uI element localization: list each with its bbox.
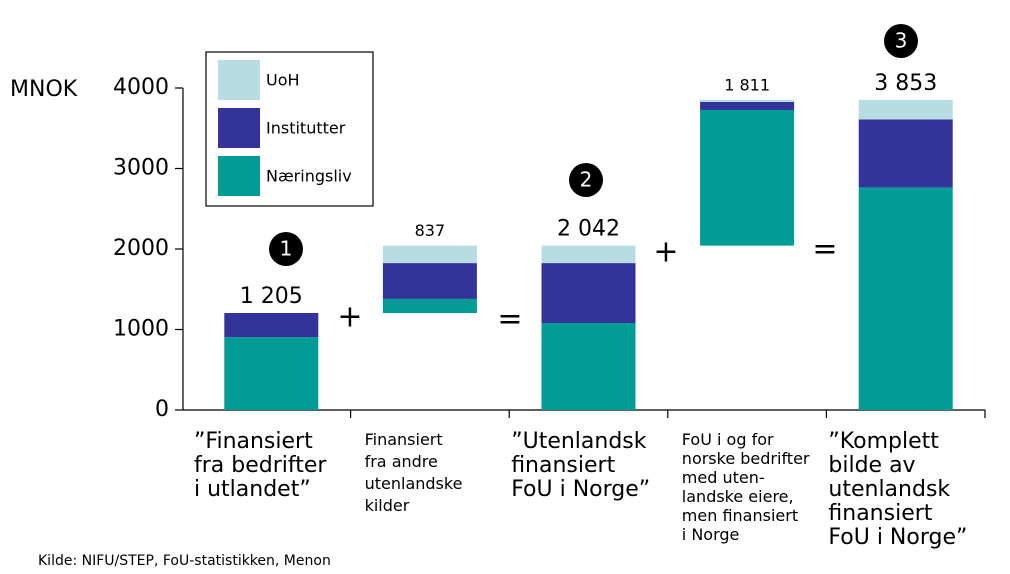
y-tick-label: 0 [155, 397, 169, 422]
operator: = [812, 232, 837, 267]
bar-segment [382, 245, 477, 264]
operator: + [653, 235, 678, 270]
x-tick-label-line: Finansiert [365, 430, 443, 449]
value-label: 3 853 [874, 71, 937, 96]
x-tick-label-line: men finansiert [682, 506, 798, 525]
bar-segment [858, 187, 953, 410]
bar-segment [224, 337, 319, 410]
x-tick-label-line: landske eiere, [682, 487, 794, 506]
legend-swatch [218, 156, 260, 196]
bar-segment [224, 312, 319, 338]
step-number: 3 [895, 29, 908, 53]
bar-segment [700, 109, 795, 246]
step-marker [569, 163, 603, 197]
x-tick-label: ”Utenlandsk finansiert FoU i Norge” [511, 429, 650, 502]
bar-segment [858, 99, 953, 120]
x-tick-label-line: ”Utenlandsk [511, 429, 647, 454]
bar-segment [382, 298, 477, 313]
x-tick-label-line: ”Finansiert [194, 429, 313, 454]
y-tick-label: 3000 [113, 156, 169, 181]
bar-segment [700, 101, 795, 110]
step-marker [884, 24, 918, 58]
x-tick-label-line: utenlandske [365, 474, 463, 493]
x-tick-label-line: finansiert [511, 453, 615, 478]
bar-segment [541, 245, 636, 264]
x-tick-label-line: finansiert [828, 501, 932, 526]
x-tick-label-line: i Norge [682, 525, 740, 544]
x-tick-label: FoU i og for norske bedrifter med uten-lan… [682, 430, 810, 544]
x-tick-label-line: fra andre [365, 452, 438, 471]
bar-segment [700, 99, 795, 102]
step-marker [269, 232, 303, 266]
legend-label: Næringsliv [266, 167, 352, 186]
step-number: 2 [580, 168, 593, 192]
legend-label: Institutter [266, 119, 346, 138]
value-label: 837 [415, 221, 446, 240]
x-tick-label-line: med uten- [682, 468, 765, 487]
bar-segment [858, 119, 953, 188]
x-tick-label-line: norske bedrifter [682, 449, 810, 468]
value-label: 2 042 [557, 217, 620, 242]
value-label: 1 811 [724, 75, 770, 94]
bar-segment [541, 323, 636, 410]
legend-swatch [218, 60, 260, 100]
x-tick-label-line: FoU i Norge” [828, 525, 967, 550]
y-tick-label: 1000 [113, 317, 169, 342]
x-tick-label: Finansiert fra andre utenlandske kilder [365, 430, 463, 515]
x-tick-label-line: FoU i og for [682, 430, 774, 449]
operator: = [497, 302, 522, 337]
legend-label: UoH [266, 71, 300, 90]
x-tick-label: ”Komplett bilde av utenlandsk finansiert FoU… [828, 429, 967, 550]
x-tick-label-line: kilder [365, 496, 410, 515]
bar-segment [541, 263, 636, 324]
x-tick-label-line: fra bedrifter [194, 453, 327, 478]
x-tick-label-line: bilde av [828, 453, 915, 478]
source: Kilde: NIFU/STEP, FoU-statistikken, Meno… [38, 553, 331, 569]
value-label: 1 205 [240, 284, 303, 309]
y-tick-label: 2000 [113, 236, 169, 261]
x-tick-label-line: i utlandet” [194, 477, 311, 502]
operator: + [337, 300, 362, 335]
bar-segment [382, 263, 477, 299]
x-tick-label-line: ”Komplett [828, 429, 939, 454]
x-tick-label-line: utenlandsk [828, 477, 950, 502]
y-axis-label: MNOK [10, 77, 78, 102]
x-tick-label: ”Finansiert fra bedrifter i utlandet” [194, 429, 327, 502]
y-tick-label: 4000 [113, 75, 169, 100]
step-number: 1 [280, 237, 293, 261]
legend-swatch [218, 108, 260, 148]
x-tick-label-line: FoU i Norge” [511, 477, 650, 502]
